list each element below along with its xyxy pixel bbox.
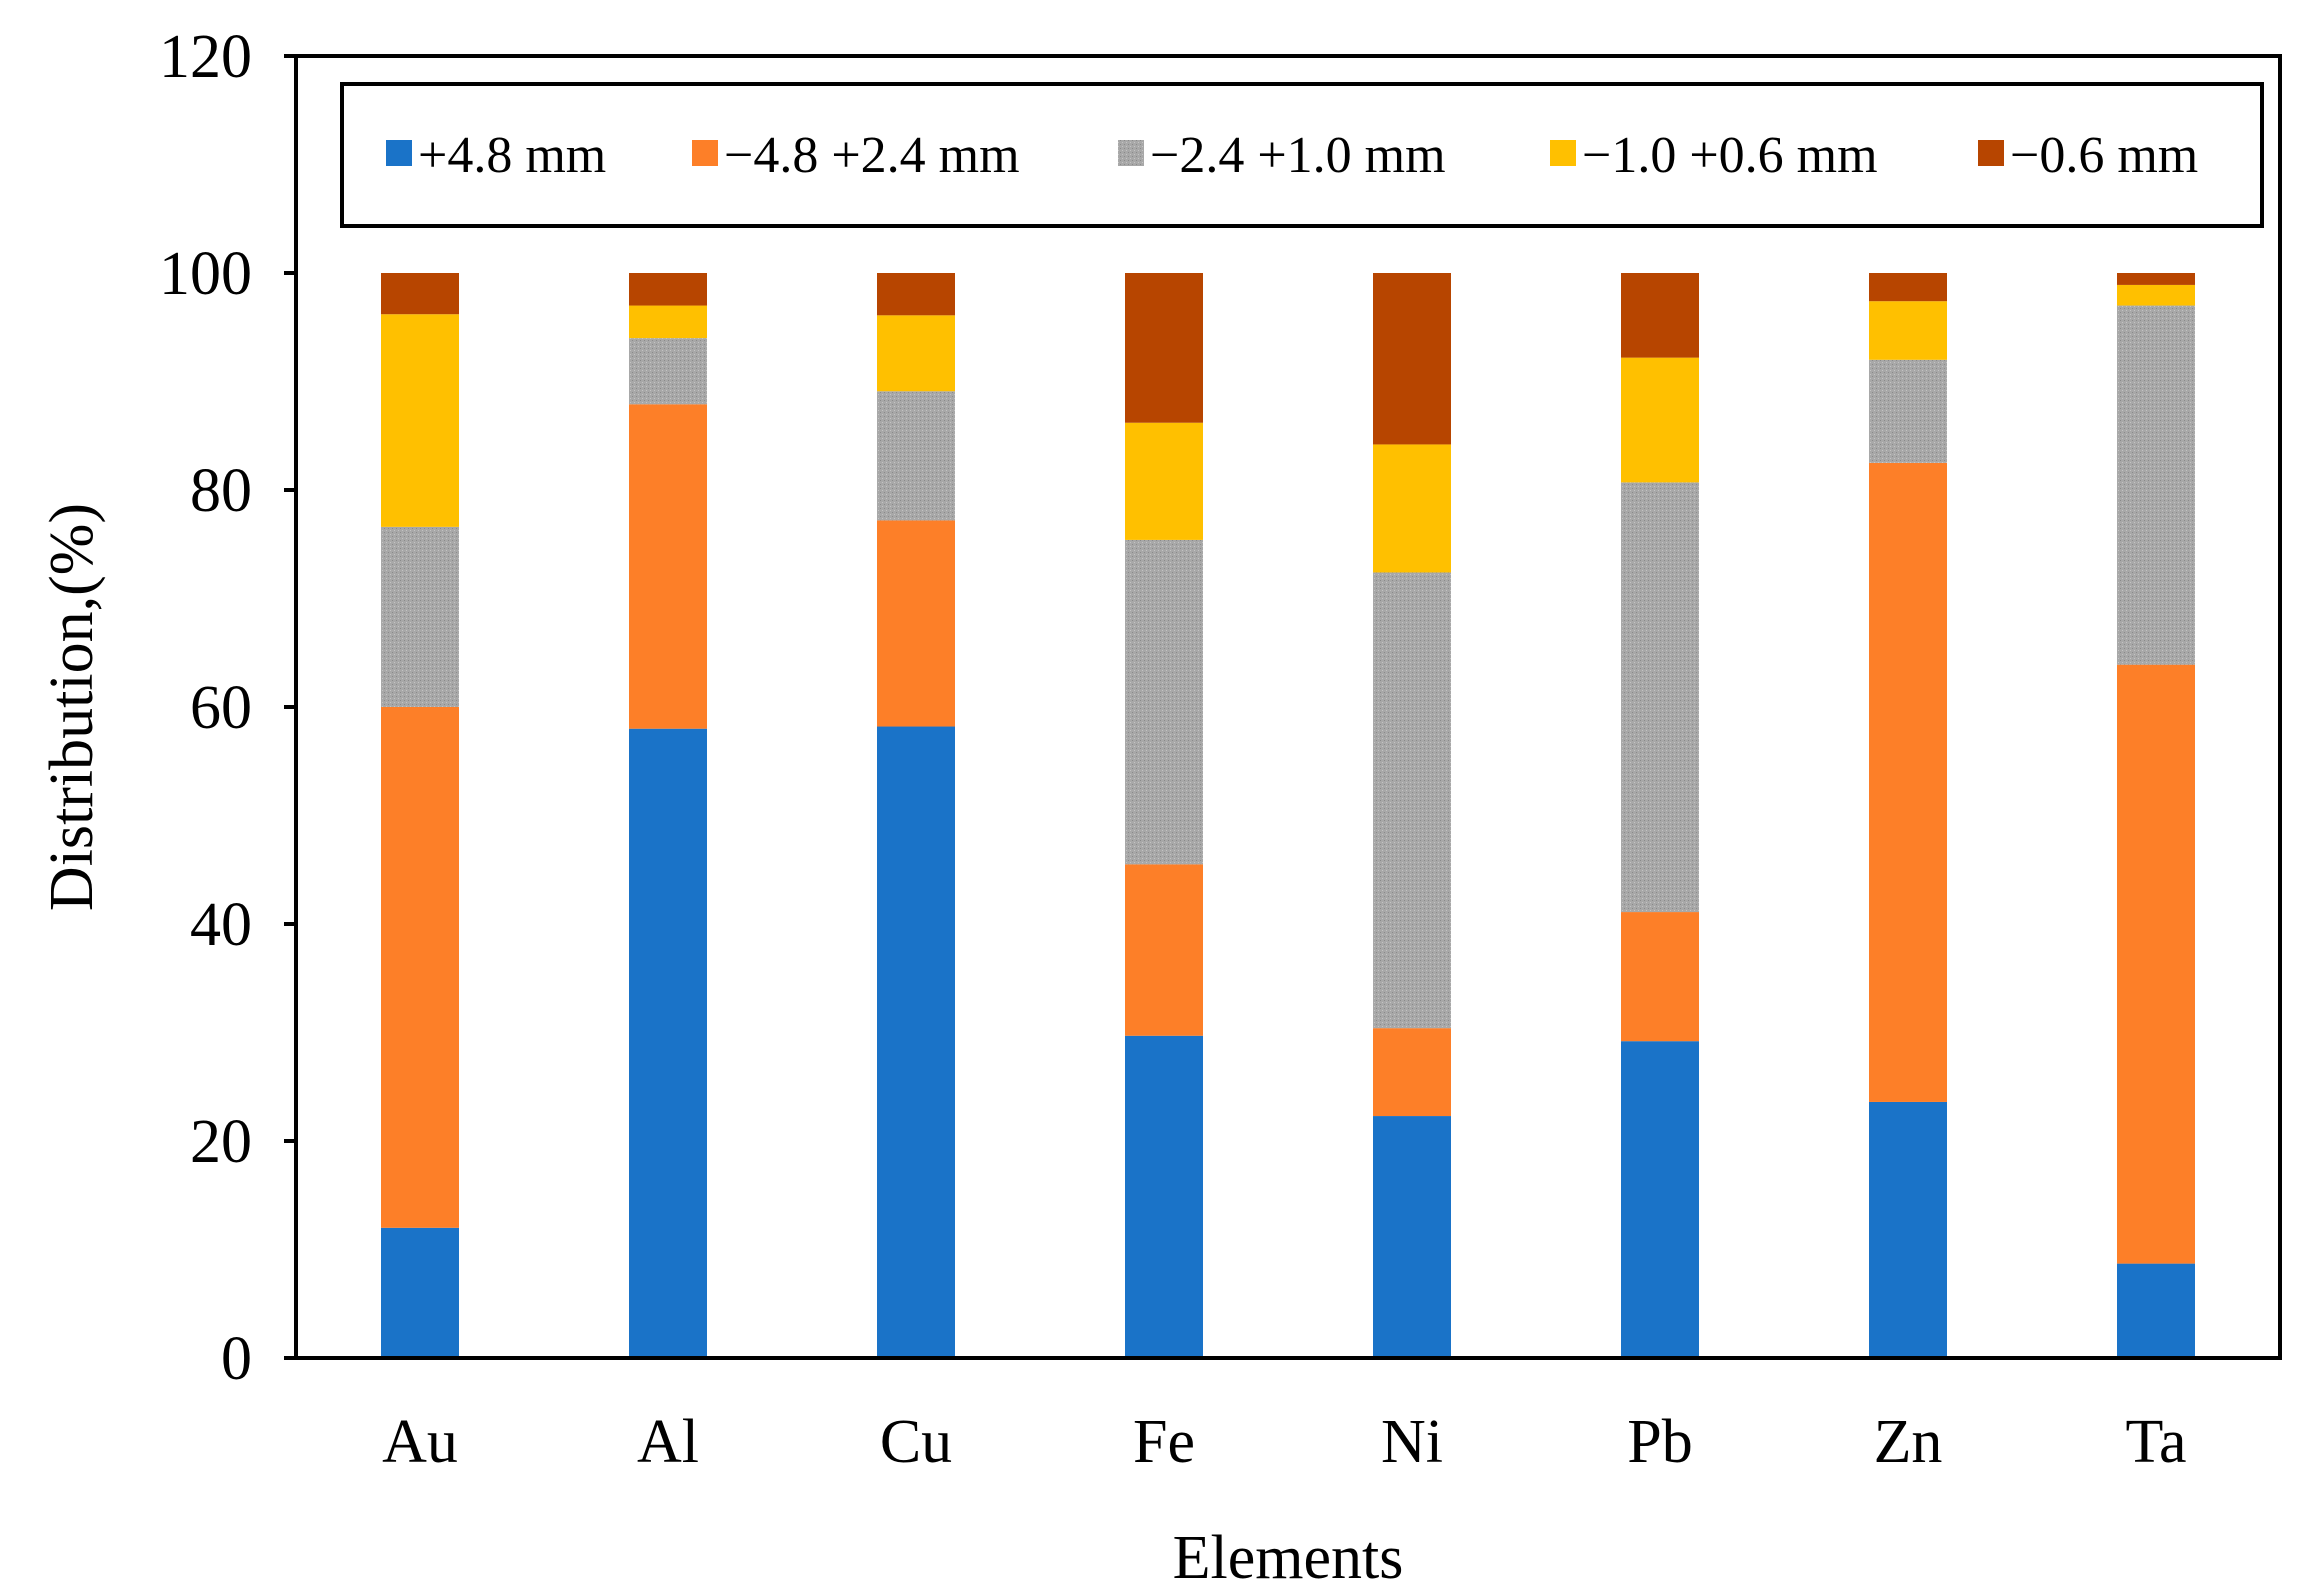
legend-label-4: −1.0 +0.6 mm [1582,127,1878,184]
legend: +4.8 mm −4.8 +2.4 mm −2.4 +1.0 mm −1.0 +0.6… [340,82,2264,228]
bar-au-series-1 [381,1227,459,1358]
plot-area [296,56,2280,1358]
bar-zn-series-4 [1869,301,1947,360]
legend-swatch-4 [1550,140,1576,166]
legend-swatch-2 [692,140,718,166]
bar-al-series-4 [629,305,707,339]
bar-ta-series-4 [2117,284,2195,306]
legend-items: +4.8 mm −4.8 +2.4 mm −2.4 +1.0 mm −1.0 +0.6… [386,127,2198,184]
bar-zn-series-3 [1869,359,1947,463]
bar-cu-series-1 [877,726,955,1358]
y-axis: 0 20 40 60 80 100 120 [159,23,296,1393]
x-tick-label-ni: Ni [1381,1408,1443,1476]
x-tick-label-fe: Fe [1133,1408,1195,1476]
x-axis: Au Al Cu Fe Ni Pb Zn Ta [382,1408,2186,1476]
bar-ni-series-3 [1373,572,1451,1029]
bar-al-series-3 [629,338,707,405]
y-tick-label: 20 [190,1108,252,1176]
bar-ni-series-1 [1373,1116,1451,1358]
legend-swatch-5 [1978,140,2004,166]
bar-fe-series-5 [1125,273,1203,423]
bar-al-series-2 [629,404,707,729]
bar-fe-series-2 [1125,864,1203,1036]
bar-au-series-3 [381,526,459,707]
bar-ta-series-2 [2117,664,2195,1264]
x-tick-label-au: Au [382,1408,458,1476]
bar-al-series-1 [629,728,707,1358]
bar-ta-series-1 [2117,1263,2195,1358]
bar-pb-series-5 [1621,273,1699,358]
bar-pb-series-1 [1621,1041,1699,1358]
bar-zn-series-2 [1869,462,1947,1102]
bar-ta-series-5 [2117,273,2195,285]
legend-label-5: −0.6 mm [2010,127,2198,184]
bar-cu-series-4 [877,315,955,392]
bar-ni-series-5 [1373,273,1451,445]
bar-au-series-4 [381,314,459,527]
bar-fe-series-4 [1125,422,1203,540]
legend-swatch-1 [386,140,412,166]
bar-cu-series-5 [877,273,955,316]
x-tick-label-ta: Ta [2125,1408,2186,1476]
y-tick-label: 60 [190,674,252,742]
bar-pb-series-4 [1621,357,1699,483]
legend-box [340,82,2264,228]
bar-cu-series-3 [877,391,955,521]
bar-al-series-5 [629,273,707,306]
bar-ta-series-3 [2117,305,2195,665]
bar-ni-series-2 [1373,1028,1451,1117]
bar-fe-series-1 [1125,1035,1203,1358]
bar-au-series-5 [381,273,459,315]
legend-label-1: +4.8 mm [418,127,606,184]
y-tick-label: 100 [159,240,252,308]
bar-zn-series-1 [1869,1101,1947,1358]
bar-ni-series-4 [1373,444,1451,573]
y-axis-title: Distribution,(%) [38,503,106,911]
y-tick-label: 80 [190,457,252,525]
x-tick-label-cu: Cu [880,1408,952,1476]
legend-label-3: −2.4 +1.0 mm [1150,127,1446,184]
y-tick-label: 120 [159,23,252,91]
bar-au-series-2 [381,707,459,1228]
bar-fe-series-3 [1125,539,1203,865]
x-tick-label-zn: Zn [1874,1408,1943,1476]
legend-label-2: −4.8 +2.4 mm [724,127,1020,184]
x-tick-label-pb: Pb [1627,1408,1692,1476]
legend-swatch-3 [1118,140,1144,166]
bar-pb-series-3 [1621,482,1699,913]
x-tick-label-al: Al [637,1408,699,1476]
x-axis-title: Elements [1173,1524,1404,1590]
y-tick-label: 40 [190,891,252,959]
bar-cu-series-2 [877,520,955,727]
y-tick-label: 0 [221,1325,252,1393]
bar-pb-series-2 [1621,912,1699,1042]
bars-group [381,273,2195,1358]
bar-zn-series-5 [1869,273,1947,302]
